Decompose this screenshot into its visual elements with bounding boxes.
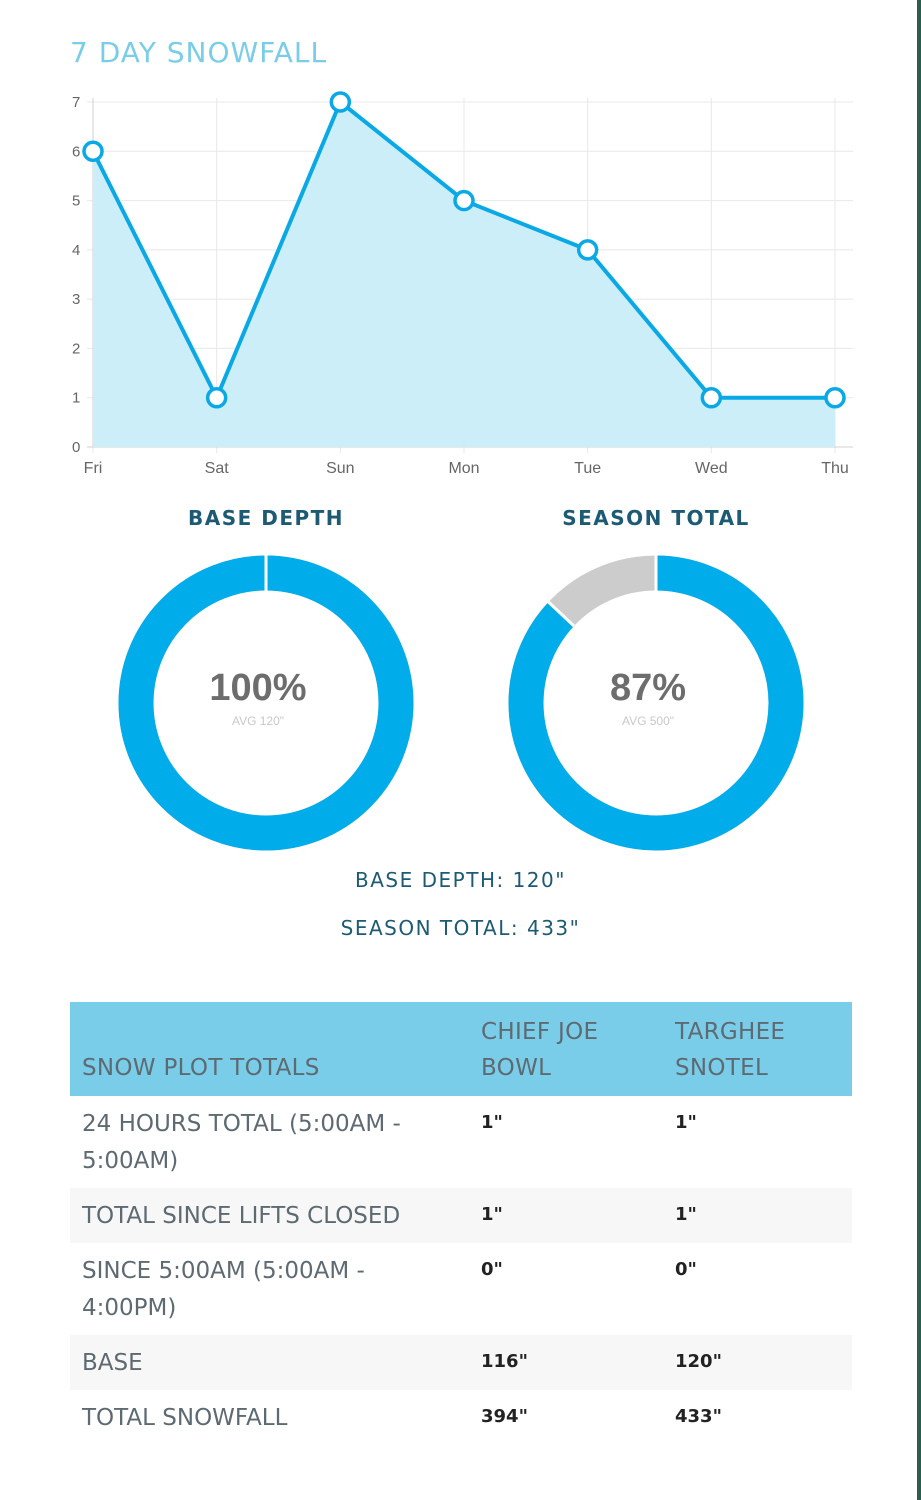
- x-tick-label: Thu: [821, 460, 849, 477]
- y-tick-label: 2: [72, 340, 80, 357]
- row-label: SINCE 5:00AM (5:00AM - 4:00PM): [82, 1258, 365, 1321]
- y-tick-label: 7: [72, 94, 80, 111]
- page-title: 7 DAY SNOWFALL: [70, 36, 328, 69]
- table-row: TOTAL SINCE LIFTS CLOSED 1" 1": [70, 1188, 852, 1243]
- y-tick-label: 0: [72, 439, 80, 456]
- data-point: [700, 386, 723, 409]
- y-tick-label: 4: [72, 242, 80, 259]
- table-row: SINCE 5:00AM (5:00AM - 4:00PM) 0" 0": [70, 1243, 852, 1335]
- base-depth-donut: 100% AVG 120": [118, 555, 414, 851]
- series-area: [93, 102, 835, 447]
- y-tick-label: 1: [72, 390, 80, 407]
- data-point: [453, 189, 475, 212]
- cell-value: 0": [481, 1259, 503, 1280]
- table-header-row: SNOW PLOT TOTALS CHIEF JOE BOWL TARGHEE …: [70, 1002, 852, 1096]
- cell-value: 0": [675, 1259, 697, 1280]
- data-point: [824, 386, 846, 409]
- table-row: TOTAL SNOWFALL 394" 433": [70, 1390, 852, 1445]
- donut-title: SEASON TOTAL: [562, 506, 750, 530]
- column-header: CHIEF JOE BOWL: [469, 1002, 663, 1096]
- base-depth-summary: BASE DEPTH: 120": [355, 868, 566, 892]
- donut-center-value: 87%: [610, 667, 686, 709]
- data-point: [205, 386, 228, 409]
- season-total-donut: 87% AVG 500": [508, 555, 804, 851]
- snow-plot-table: SNOW PLOT TOTALS CHIEF JOE BOWL TARGHEE …: [70, 1002, 852, 1445]
- data-point: [82, 140, 104, 163]
- donut-center-value: 100%: [209, 667, 306, 709]
- data-point: [329, 91, 352, 113]
- y-tick-label: 5: [72, 193, 80, 210]
- x-tick-label: Tue: [574, 460, 601, 477]
- column-header: SNOW PLOT TOTALS: [70, 1002, 469, 1096]
- data-point: [576, 239, 599, 261]
- table-row: 24 HOURS TOTAL (5:00AM - 5:00AM) 1" 1": [70, 1096, 852, 1188]
- donut-center-sub: AVG 500": [622, 714, 674, 728]
- donut-center-sub: AVG 120": [232, 714, 284, 728]
- y-tick-label: 6: [72, 143, 80, 160]
- x-tick-label: Sun: [326, 460, 354, 477]
- row-label: TOTAL SINCE LIFTS CLOSED: [70, 1188, 469, 1243]
- cell-value: 116": [469, 1335, 663, 1390]
- cell-value: 120": [663, 1335, 852, 1390]
- cell-value: 1": [675, 1112, 697, 1133]
- season-total-summary: SEASON TOTAL: 433": [340, 916, 581, 940]
- row-label: 24 HOURS TOTAL (5:00AM - 5:00AM): [82, 1111, 401, 1174]
- cell-value: 1": [481, 1112, 503, 1133]
- x-tick-label: Fri: [84, 460, 103, 477]
- x-tick-label: Sat: [205, 460, 230, 477]
- season-total-donut-panel: SEASON TOTAL 87% AVG 500": [506, 505, 806, 853]
- cell-value: 433": [675, 1406, 722, 1427]
- y-tick-label: 3: [72, 291, 80, 308]
- x-tick-label: Wed: [695, 460, 728, 477]
- x-tick-label: Mon: [448, 460, 479, 477]
- cell-value: 1": [663, 1188, 852, 1243]
- cell-value: 394": [481, 1406, 528, 1427]
- table-row: BASE 116" 120": [70, 1335, 852, 1390]
- donut-title: BASE DEPTH: [187, 506, 345, 530]
- row-label: TOTAL SNOWFALL: [82, 1405, 288, 1431]
- base-depth-donut-panel: BASE DEPTH 100% AVG 120": [116, 505, 416, 853]
- donut-separator: [547, 600, 576, 628]
- row-label: BASE: [70, 1335, 469, 1390]
- page-edge-bar: [917, 0, 921, 1500]
- snowfall-line-chart: 0 1 2 3 4 5 6 7 Fri Sat Sun Mon Tue Wed Thu: [72, 91, 853, 477]
- cell-value: 1": [469, 1188, 663, 1243]
- column-header: TARGHEE SNOTEL: [663, 1002, 852, 1096]
